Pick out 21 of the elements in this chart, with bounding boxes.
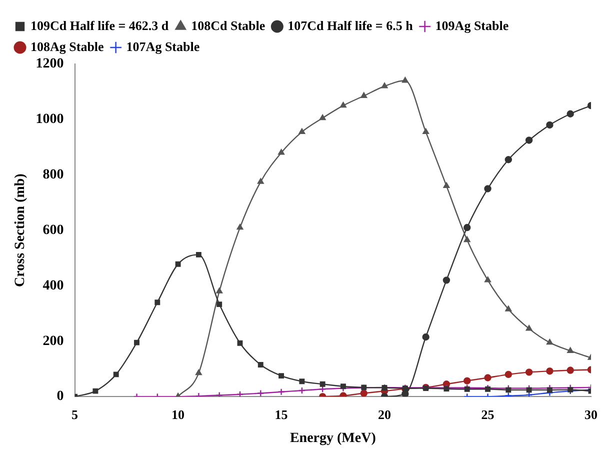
y-tick-label: 200: [42, 334, 64, 349]
legend-label: 108Cd Stable: [191, 18, 266, 33]
legend-label: 107Cd Half life = 6.5 h: [288, 18, 414, 33]
y-tick-label: 800: [42, 167, 64, 182]
y-tick-label: 600: [42, 222, 64, 238]
x-tick-label: 10: [172, 406, 185, 422]
legend-label: 109Cd Half life = 462.3 d: [30, 18, 170, 33]
legend-label: 109Ag Stable: [435, 18, 509, 33]
y-tick-label: 1200: [36, 56, 64, 72]
x-tick-label: 20: [378, 406, 392, 422]
x-axis-title: Energy (MeV): [290, 431, 376, 446]
legend-label: 107Ag Stable: [126, 38, 200, 54]
y-tick-label: 0: [56, 389, 64, 404]
x-tick-label: 15: [274, 406, 288, 422]
y-tick-label: 1000: [36, 112, 64, 128]
y-tick-label: 400: [42, 278, 64, 294]
x-tick-label: 25: [481, 406, 495, 422]
y-axis-title: Cross Section (mb): [13, 173, 28, 287]
x-tick-label: 30: [584, 406, 598, 422]
x-tick-label: 5: [72, 406, 79, 422]
legend-label: 108Ag Stable: [30, 38, 104, 54]
